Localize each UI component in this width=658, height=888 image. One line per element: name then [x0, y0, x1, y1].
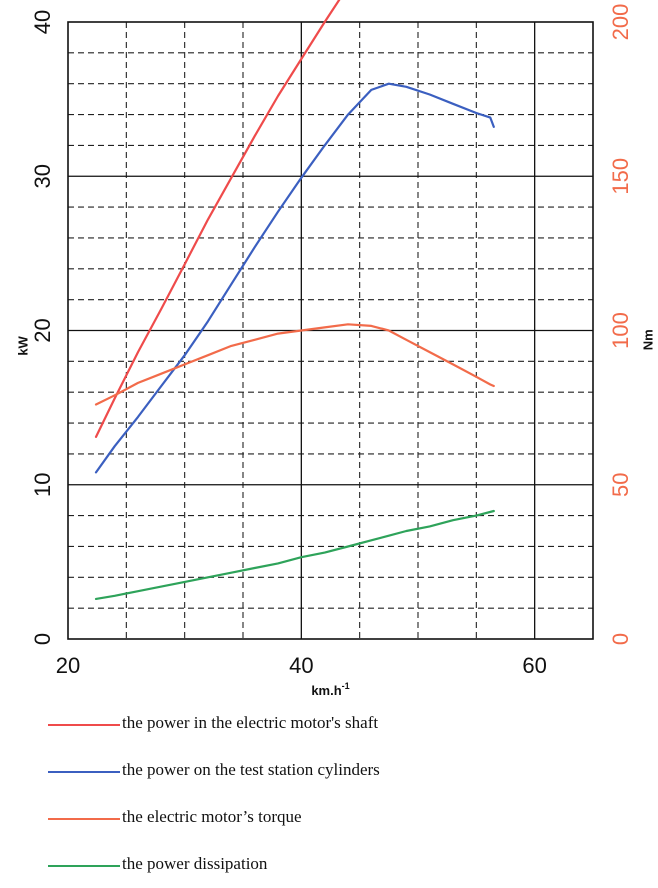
y-left-tick-label: 10 [30, 473, 55, 497]
x-tick-label: 60 [522, 653, 546, 678]
axis-labels: 20 40 60 0 10 20 30 40 0 50 100 150 200 km.h-1 kW Nm [15, 4, 655, 698]
y-right-tick-label: 0 [608, 633, 633, 645]
series-line-3 [94, 323, 495, 406]
legend-item-shaft-power: the power in the electric motor's shaft [48, 700, 648, 747]
y-left-tick-label: 20 [30, 318, 55, 342]
y-left-tick-label: 0 [30, 633, 55, 645]
y-right-tick-label: 150 [608, 158, 633, 195]
plot-frame [67, 21, 594, 640]
legend-swatch-torque [48, 818, 120, 820]
legend-swatch-cylinder-power [48, 771, 120, 773]
series-line-2 [94, 82, 495, 474]
legend-item-torque: the electric motor’s torque [48, 794, 648, 841]
y-right-axis-title: Nm [640, 329, 655, 350]
y-left-tick-label: 40 [30, 10, 55, 34]
y-left-tick-label: 30 [30, 164, 55, 188]
axes [67, 21, 594, 640]
series-line-1 [94, 0, 341, 438]
legend: the power in the electric motor's shaft … [48, 700, 648, 888]
line-chart: 20 40 60 0 10 20 30 40 0 50 100 150 200 km.h-1 kW Nm [15, 0, 655, 698]
x-tick-label: 40 [289, 653, 313, 678]
legend-label-cylinder-power: the power on the test station cylinders [122, 760, 380, 779]
legend-swatch-dissipation [48, 865, 120, 867]
x-tick-label: 20 [56, 653, 80, 678]
y-right-tick-label: 100 [608, 312, 633, 349]
legend-swatch-shaft-power [48, 724, 120, 726]
legend-label-dissipation: the power dissipation [122, 854, 268, 873]
x-axis-title: km.h-1 [311, 681, 349, 698]
legend-item-dissipation: the power dissipation [48, 841, 648, 888]
x-axis-title-exponent: -1 [342, 681, 350, 691]
series-line-4 [94, 509, 495, 600]
y-right-tick-label: 200 [608, 4, 633, 41]
chart-area: 20 40 60 0 10 20 30 40 0 50 100 150 200 km.h-1 kW Nm [15, 0, 655, 698]
legend-label-shaft-power: the power in the electric motor's shaft [122, 713, 379, 732]
legend-label-torque: the electric motor’s torque [122, 807, 302, 826]
y-left-axis-title: kW [15, 335, 30, 355]
legend-item-cylinder-power: the power on the test station cylinders [48, 747, 648, 794]
y-right-tick-label: 50 [608, 473, 633, 497]
series-lines [94, 0, 495, 600]
grid [68, 22, 593, 639]
